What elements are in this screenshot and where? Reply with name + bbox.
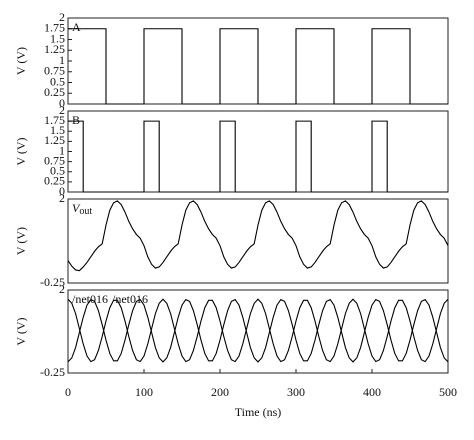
y-tick-label: 2 — [59, 103, 65, 117]
signal-name: A — [72, 20, 81, 34]
signal-label: /net016 — [112, 292, 148, 306]
signal-trace — [68, 120, 448, 193]
y-tick-label: 1 — [59, 143, 65, 157]
plot-frame — [67, 198, 449, 284]
x-tick-label: 0 — [65, 385, 71, 399]
signal-name: /net016 — [72, 292, 108, 306]
plot-frame — [67, 110, 449, 193]
signal-trace — [67, 298, 449, 363]
signal-label: Vout — [72, 201, 92, 218]
y-tick-label: 1.5 — [50, 31, 65, 45]
y-axis-label: V (V) — [14, 137, 28, 165]
y-tick-label: 0.25 — [44, 174, 65, 188]
y-tick-label: 0.5 — [50, 74, 65, 88]
y-tick-label: 1 — [59, 53, 65, 67]
signal-label: B — [72, 113, 80, 127]
y-axis-label: V (V) — [14, 227, 28, 255]
y-tick-label: 0.75 — [44, 64, 65, 78]
y-tick-label: 1.25 — [44, 133, 65, 147]
signal-trace — [67, 200, 449, 272]
y-tick-label: -0.25 — [40, 365, 65, 379]
y-tick-label: 0 — [59, 184, 65, 198]
signal-trace — [67, 298, 449, 363]
x-tick-label: 300 — [287, 385, 305, 399]
y-tick-label: 0 — [59, 96, 65, 110]
y-tick-label: 1.5 — [50, 123, 65, 137]
y-tick-label: 0.25 — [44, 85, 65, 99]
y-axis-label: V (V) — [14, 47, 28, 75]
signal-name: V — [72, 201, 81, 215]
y-tick-label: 1.75 — [44, 113, 65, 127]
x-tick-label: 500 — [439, 385, 457, 399]
y-tick-label: 1.75 — [44, 21, 65, 35]
y-tick-label: 2 — [59, 282, 65, 296]
y-axis-label: V (V) — [14, 317, 28, 345]
x-tick-label: 100 — [135, 385, 153, 399]
signal-subscript: out — [79, 206, 92, 217]
x-tick-label: 400 — [363, 385, 381, 399]
y-tick-label: 2 — [59, 10, 65, 24]
x-axis-label: Time (ns) — [235, 405, 282, 419]
signal-label: /net016 — [72, 292, 108, 306]
signal-name: B — [72, 113, 80, 127]
y-tick-label: 0.5 — [50, 164, 65, 178]
plot-frame — [67, 289, 449, 374]
signal-label: A — [72, 20, 81, 34]
signal-trace — [68, 28, 448, 105]
signal-name: /net016 — [112, 292, 148, 306]
y-tick-label: -0.25 — [40, 275, 65, 289]
y-tick-label: 1.25 — [44, 42, 65, 56]
y-tick-label: 0.75 — [44, 153, 65, 167]
y-tick-label: 2 — [59, 191, 65, 205]
x-tick-label: 200 — [211, 385, 229, 399]
